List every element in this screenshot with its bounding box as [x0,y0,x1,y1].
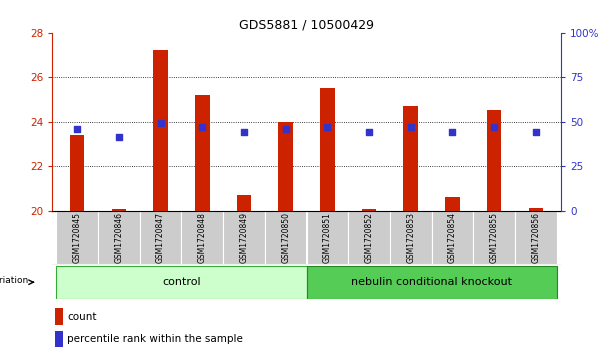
Text: GSM1720845: GSM1720845 [72,212,82,263]
Text: GSM1720851: GSM1720851 [323,212,332,263]
Point [197,124,207,130]
Bar [403,106,418,211]
Text: GSM1720846: GSM1720846 [115,212,123,263]
Point [239,129,249,135]
Text: GSM1720855: GSM1720855 [490,212,498,263]
Point [114,134,124,140]
Text: genotype/variation: genotype/variation [0,276,29,285]
Point [322,124,332,130]
Bar [306,211,348,264]
Point [364,129,374,135]
Point [447,129,457,135]
Bar [445,197,460,211]
Text: GSM1720852: GSM1720852 [365,212,373,263]
Bar [223,211,265,264]
Bar [306,266,557,299]
Text: percentile rank within the sample: percentile rank within the sample [67,334,243,344]
Bar [56,266,306,299]
Bar [55,331,63,347]
Bar [195,95,210,211]
Bar [390,211,432,264]
Bar [473,211,515,264]
Text: GSM1720849: GSM1720849 [240,212,248,263]
Bar [56,211,98,264]
Bar [98,211,140,264]
Point [531,129,541,135]
Bar [515,211,557,264]
Point [281,126,291,132]
Text: GSM1720854: GSM1720854 [448,212,457,263]
Bar [140,211,181,264]
Title: GDS5881 / 10500429: GDS5881 / 10500429 [239,19,374,32]
Text: GSM1720848: GSM1720848 [198,212,207,263]
Bar [265,211,306,264]
Bar [55,308,63,325]
Text: GSM1720853: GSM1720853 [406,212,415,263]
Text: GSM1720856: GSM1720856 [531,212,541,263]
Bar [348,211,390,264]
Bar [487,110,501,211]
Bar [181,211,223,264]
Point [489,124,499,130]
Bar [153,50,168,211]
Text: GSM1720850: GSM1720850 [281,212,290,263]
Bar [432,211,473,264]
Bar [320,88,335,211]
Text: count: count [67,312,97,322]
Bar [70,135,85,211]
Bar [362,209,376,211]
Bar [278,122,293,211]
Bar [112,209,126,211]
Text: nebulin conditional knockout: nebulin conditional knockout [351,277,512,287]
Bar [237,195,251,211]
Bar [528,208,543,211]
Point [156,120,166,126]
Point [72,126,82,132]
Text: GSM1720847: GSM1720847 [156,212,165,263]
Text: control: control [162,277,200,287]
Point [406,124,416,130]
